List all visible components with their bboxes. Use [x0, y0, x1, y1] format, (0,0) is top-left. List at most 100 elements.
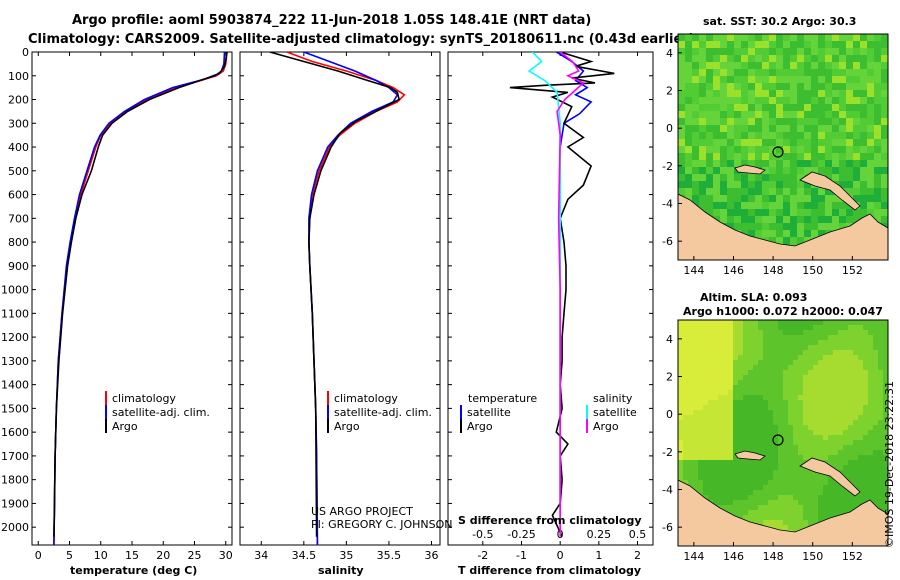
xtick-label: 20	[156, 549, 170, 562]
map-cell	[753, 460, 759, 466]
map-cell	[693, 385, 699, 391]
map-cell	[833, 430, 839, 436]
map-cell	[688, 445, 694, 451]
map-cell	[743, 505, 749, 511]
map-cell	[868, 380, 874, 386]
map-cell	[718, 405, 724, 411]
map-cell	[853, 445, 859, 451]
map-cell	[783, 480, 789, 486]
map-cell	[790, 181, 798, 189]
map-cell	[868, 415, 874, 421]
map-cell	[753, 355, 759, 361]
map-cell	[867, 69, 875, 77]
map-cell	[706, 167, 714, 175]
map-cell	[813, 500, 819, 506]
map-cell	[790, 83, 798, 91]
map-cell	[733, 390, 739, 396]
map-cell	[723, 345, 729, 351]
map-cell	[773, 520, 779, 526]
map-cell	[798, 460, 804, 466]
map-cell	[776, 237, 784, 245]
series-line-s-argo	[556, 52, 585, 537]
map-cell	[773, 435, 779, 441]
map-cell	[720, 181, 728, 189]
map-cell	[778, 340, 784, 346]
map-cell	[683, 350, 689, 356]
map-cell	[733, 330, 739, 336]
map-cell	[823, 490, 829, 496]
map-cell	[678, 41, 686, 49]
map-cell	[811, 160, 819, 168]
map-cell	[713, 470, 719, 476]
map-cell	[693, 325, 699, 331]
map-ytick-label: -4	[662, 484, 673, 497]
map-cell	[734, 188, 742, 196]
map-cell	[858, 450, 864, 456]
map-cell	[848, 405, 854, 411]
map-cell	[718, 410, 724, 416]
map-cell	[692, 90, 700, 98]
map-cell	[713, 415, 719, 421]
map-cell	[793, 445, 799, 451]
xtick-label: 34.5	[292, 549, 317, 562]
map-cell	[853, 380, 859, 386]
map-cell	[778, 525, 784, 531]
map-cell	[769, 209, 777, 217]
map-cell	[703, 445, 709, 451]
map-cell	[698, 450, 704, 456]
map-cell	[778, 485, 784, 491]
map-cell	[693, 430, 699, 436]
map-cell	[723, 495, 729, 501]
map-cell	[839, 55, 847, 63]
map-cell	[755, 90, 763, 98]
map-cell	[678, 76, 686, 84]
map-cell	[769, 174, 777, 182]
map-cell	[693, 415, 699, 421]
map-cell	[758, 335, 764, 341]
map-cell	[748, 395, 754, 401]
map-cell	[743, 445, 749, 451]
map-cell	[762, 69, 770, 77]
map-cell	[773, 410, 779, 416]
map-cell	[798, 525, 804, 531]
map-cell	[748, 146, 756, 154]
map-cell	[688, 395, 694, 401]
map-cell	[846, 118, 854, 126]
map-cell	[797, 216, 805, 224]
map-cell	[874, 167, 882, 175]
map-cell	[699, 55, 707, 63]
map-cell	[728, 405, 734, 411]
map-cell	[748, 34, 756, 42]
map-cell	[778, 355, 784, 361]
map-cell	[738, 380, 744, 386]
map-cell	[720, 111, 728, 119]
map-cell	[838, 335, 844, 341]
map-cell	[860, 55, 868, 63]
map-cell	[804, 48, 812, 56]
map-cell	[833, 440, 839, 446]
map-cell	[685, 167, 693, 175]
map-cell	[741, 104, 749, 112]
map-cell	[868, 435, 874, 441]
map-cell	[768, 330, 774, 336]
map-cell	[733, 490, 739, 496]
map-cell	[734, 202, 742, 210]
map-cell	[743, 395, 749, 401]
map-cell	[763, 320, 769, 326]
map-cell	[788, 330, 794, 336]
map-cell	[753, 410, 759, 416]
map-cell	[832, 202, 840, 210]
map-cell	[867, 146, 875, 154]
map-cell	[828, 505, 834, 511]
map-cell	[843, 505, 849, 511]
map-cell	[738, 490, 744, 496]
map-cell	[803, 380, 809, 386]
map-cell	[873, 485, 879, 491]
map-cell	[823, 360, 829, 366]
map-cell	[755, 209, 763, 217]
map-cell	[858, 495, 864, 501]
map-cell	[803, 410, 809, 416]
map-cell	[832, 160, 840, 168]
map-cell	[741, 76, 749, 84]
map-cell	[743, 360, 749, 366]
